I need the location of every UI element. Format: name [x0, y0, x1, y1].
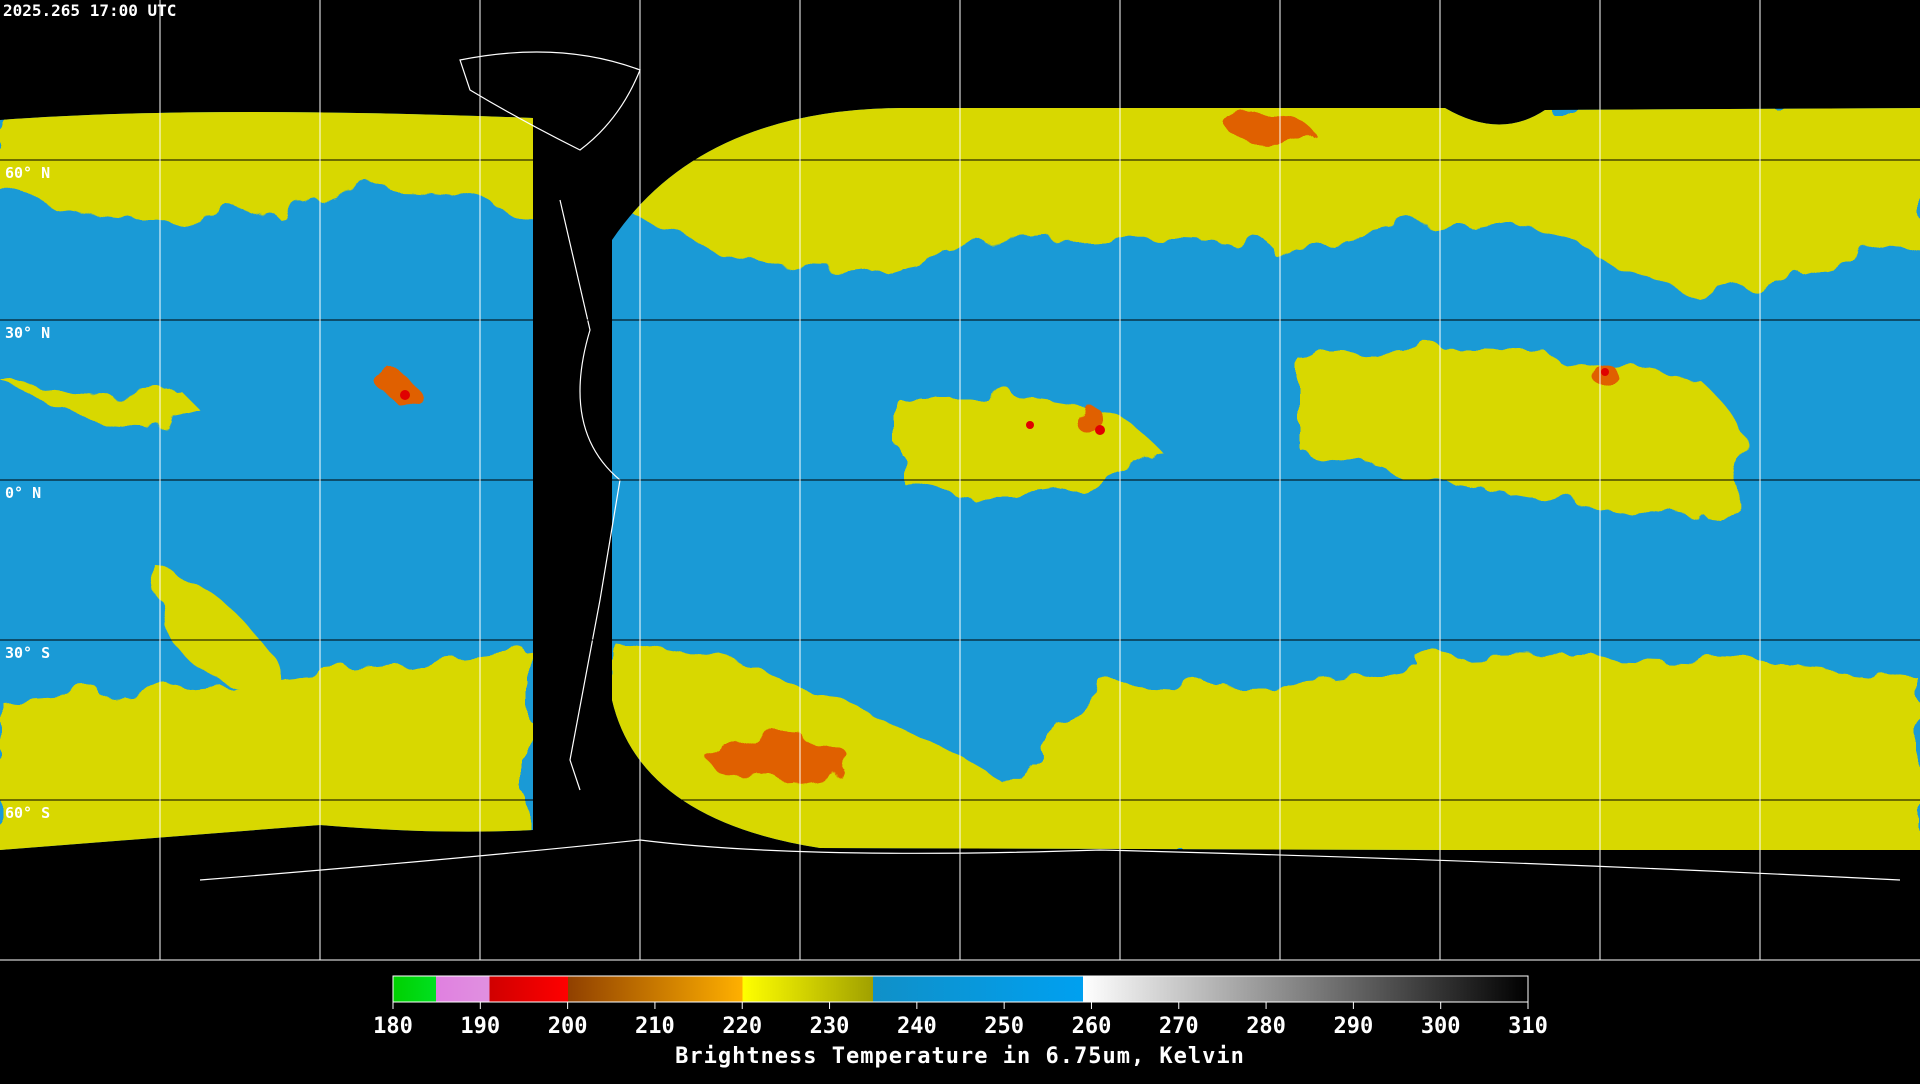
- latitude-label: 30° N: [5, 324, 50, 342]
- colorbar-label: Brightness Temperature in 6.75um, Kelvin: [675, 1044, 1245, 1069]
- latitude-label: 30° S: [5, 644, 50, 662]
- colorbar-tick-label: 300: [1421, 1014, 1461, 1039]
- colorbar-tick-label: 230: [810, 1014, 850, 1039]
- graticule-outside: [0, 0, 1920, 961]
- colorbar-tick-label: 220: [722, 1014, 762, 1039]
- colorbar-ticks: 180 190 200 210 220 230 240 250 260 270 280 290 300 3…: [373, 1002, 1548, 1039]
- colorbar-tick-label: 200: [548, 1014, 588, 1039]
- latitude-label: 60° N: [5, 164, 50, 182]
- colorbar-tick-label: 290: [1334, 1014, 1374, 1039]
- colorbar-tick-label: 240: [897, 1014, 937, 1039]
- colorbar-tick-label: 310: [1508, 1014, 1548, 1039]
- colorbar-tick-label: 250: [984, 1014, 1024, 1039]
- colorbar-tick-label: 190: [460, 1014, 500, 1039]
- colorbar-tick-label: 180: [373, 1014, 413, 1039]
- timestamp: 2025.265 17:00 UTC: [3, 1, 176, 20]
- latitude-label: 60° S: [5, 804, 50, 822]
- colorbar-tick-label: 280: [1246, 1014, 1286, 1039]
- colorbar-tick-label: 210: [635, 1014, 675, 1039]
- latitude-label: 0° N: [5, 484, 41, 502]
- colorbar: [392, 975, 1529, 1003]
- colorbar-tick-label: 270: [1159, 1014, 1199, 1039]
- colorbar-tick-label: 260: [1072, 1014, 1112, 1039]
- latitude-labels: 60° N 30° N 0° N 30° S 60° S: [5, 164, 50, 822]
